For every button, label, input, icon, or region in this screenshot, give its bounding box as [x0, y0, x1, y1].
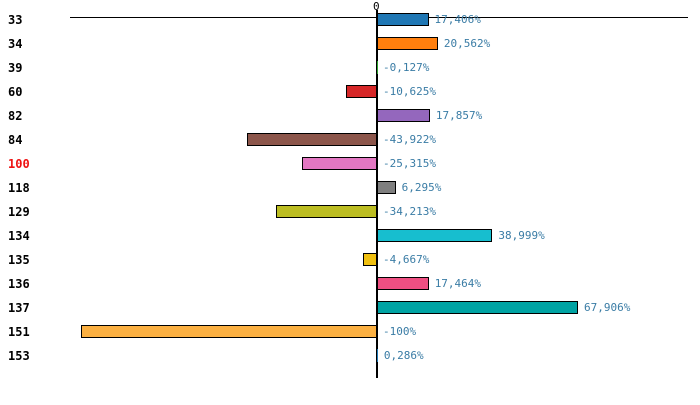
value-label: -34,213% — [383, 205, 436, 218]
category-label: 100 — [8, 157, 30, 171]
category-label: 39 — [8, 61, 23, 75]
zero-axis-line — [376, 10, 378, 378]
value-label: -25,315% — [383, 157, 436, 170]
bar — [376, 61, 378, 74]
chart-row: 151 -100% — [0, 320, 700, 344]
value-label: -43,922% — [383, 133, 436, 146]
category-label: 153 — [8, 349, 30, 363]
chart-row: 60 -10,625% — [0, 80, 700, 104]
bar — [377, 109, 430, 122]
bar — [363, 253, 377, 266]
value-label: -4,667% — [383, 253, 430, 266]
chart-row: 134 38,999% — [0, 224, 700, 248]
category-label: 60 — [8, 85, 23, 99]
value-label: 17,857% — [435, 109, 483, 122]
bar — [275, 205, 377, 218]
chart-row: 118 6,295% — [0, 176, 700, 200]
category-label: 129 — [8, 205, 30, 219]
category-label: 82 — [8, 109, 23, 123]
bar — [377, 181, 396, 194]
bar — [377, 277, 429, 290]
category-label: 134 — [8, 229, 30, 243]
value-label: 0,286% — [383, 349, 424, 362]
bar — [377, 229, 493, 242]
value-label: 38,999% — [498, 229, 545, 242]
chart-row: 129 -34,213% — [0, 200, 700, 224]
chart-row: 136 17,464% — [0, 272, 700, 296]
bar — [377, 37, 438, 50]
category-label: 118 — [8, 181, 30, 195]
value-label: -100% — [383, 325, 417, 338]
category-label: 84 — [8, 133, 23, 147]
chart-row: 153 0,286% — [0, 344, 700, 368]
bar — [345, 85, 377, 98]
bar — [81, 325, 377, 338]
category-label: 34 — [8, 37, 23, 51]
value-label: 17,464% — [434, 277, 482, 290]
zero-tick-label: 0 — [373, 0, 380, 13]
category-label: 136 — [8, 277, 30, 291]
chart-row: 100 -25,315% — [0, 152, 700, 176]
bar — [377, 301, 578, 314]
bar — [302, 157, 377, 170]
chart-row: 82 17,857% — [0, 104, 700, 128]
bar — [377, 13, 429, 26]
category-label: 151 — [8, 325, 30, 339]
value-label: 20,562% — [443, 37, 491, 50]
chart-row: 137 67,906% — [0, 296, 700, 320]
chart-row: 33 17,406% — [0, 8, 700, 32]
category-label: 135 — [8, 253, 30, 267]
category-label: 137 — [8, 301, 30, 315]
chart-row: 84 -43,922% — [0, 128, 700, 152]
chart-row: 39 -0,127% — [0, 56, 700, 80]
value-label: -10,625% — [383, 85, 436, 98]
chart-row: 34 20,562% — [0, 32, 700, 56]
bar — [377, 349, 378, 362]
category-label: 33 — [8, 13, 23, 27]
value-label: -0,127% — [383, 61, 430, 74]
bar — [246, 133, 377, 146]
value-label: 17,406% — [434, 13, 481, 26]
chart-row: 135 -4,667% — [0, 248, 700, 272]
value-label: 67,906% — [584, 301, 631, 314]
value-label: 6,295% — [401, 181, 442, 194]
